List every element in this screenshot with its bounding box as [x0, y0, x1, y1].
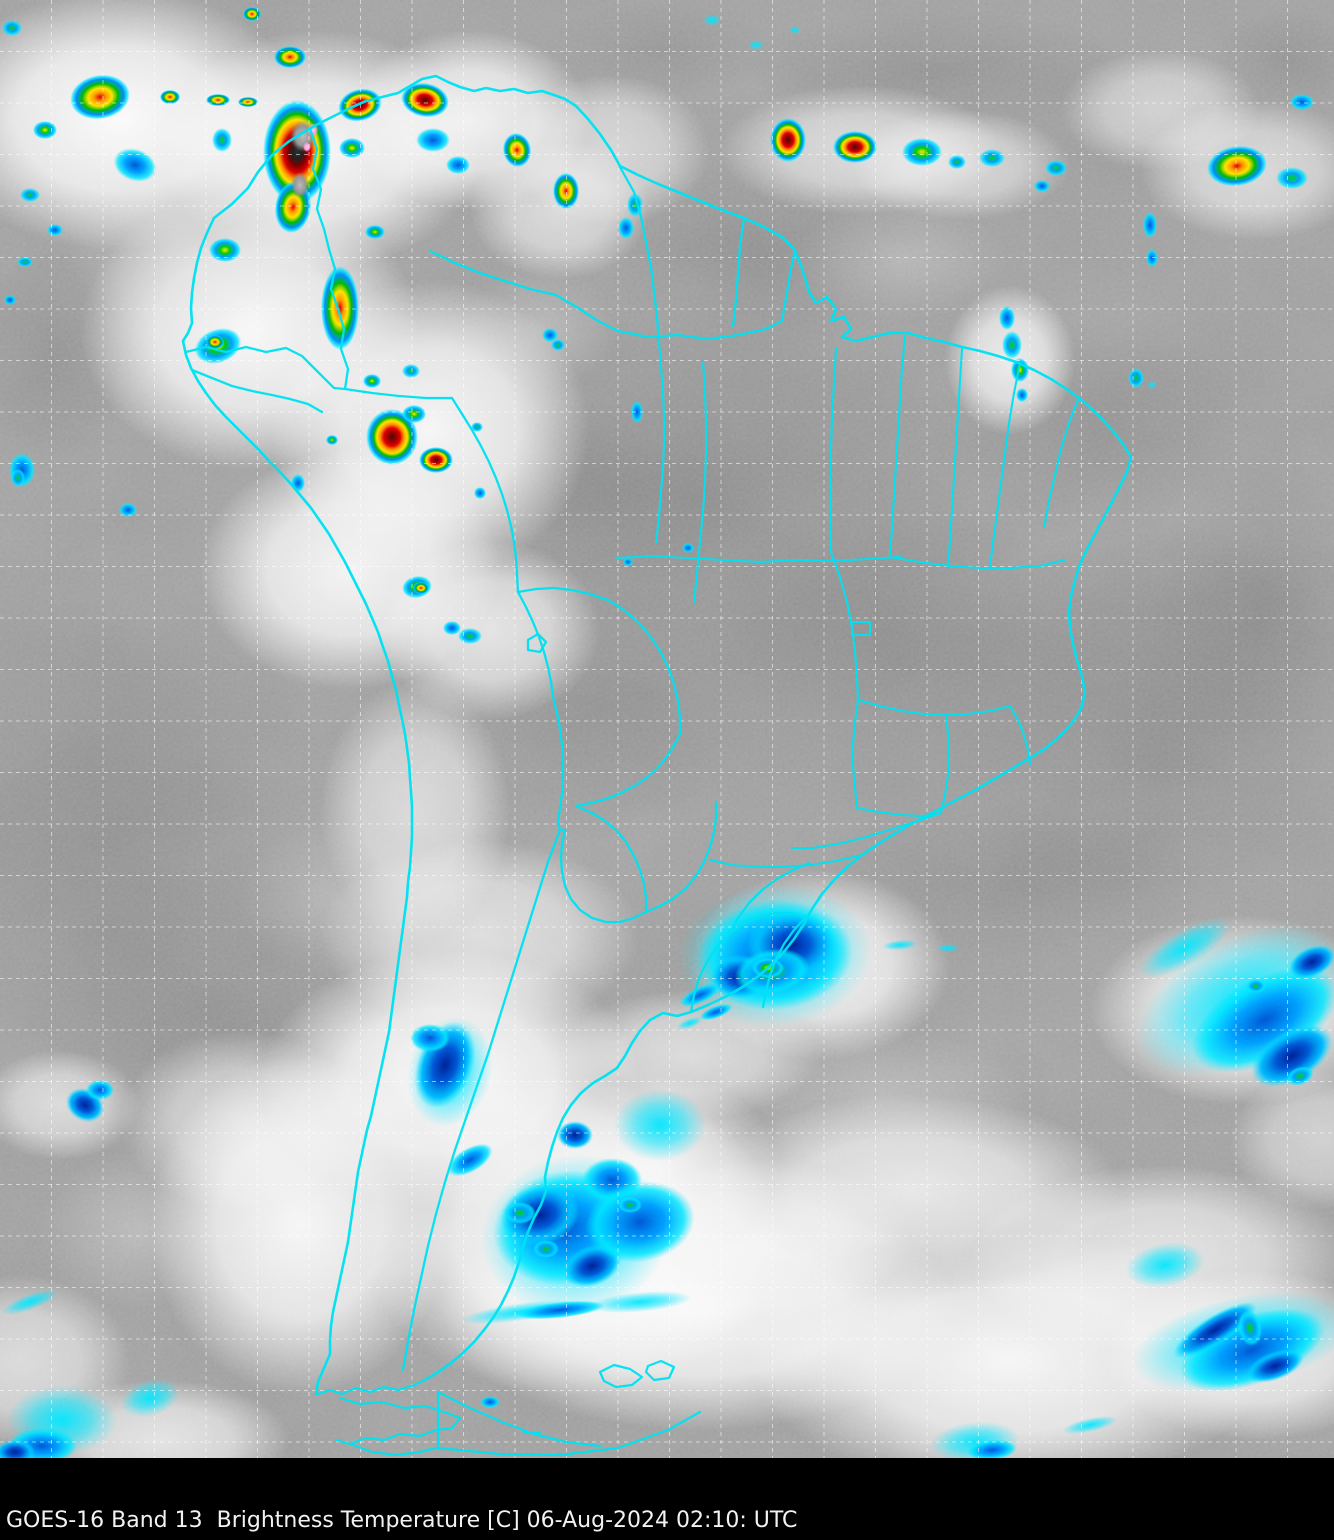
- grain-overlay: [0, 0, 1334, 1458]
- goes16-ir-image: [0, 0, 1334, 1458]
- falkland-islands-outline: [598, 1359, 676, 1389]
- satellite-map: [0, 0, 1334, 1458]
- tierra-del-fuego-outline: [316, 1378, 702, 1457]
- caption-bar: GOES-16 Band 13 Brightness Temperature […: [0, 1458, 1334, 1540]
- country-borders: [184, 127, 811, 1372]
- coastline-west: [181, 216, 414, 1396]
- caption-text: GOES-16 Band 13 Brightness Temperature […: [6, 1507, 798, 1533]
- boundaries-layer: [181, 74, 1133, 1457]
- brazil-state-borders: [614, 334, 1081, 869]
- coastline-east: [212, 74, 1133, 1382]
- graticule-layer: [0, 0, 1334, 1458]
